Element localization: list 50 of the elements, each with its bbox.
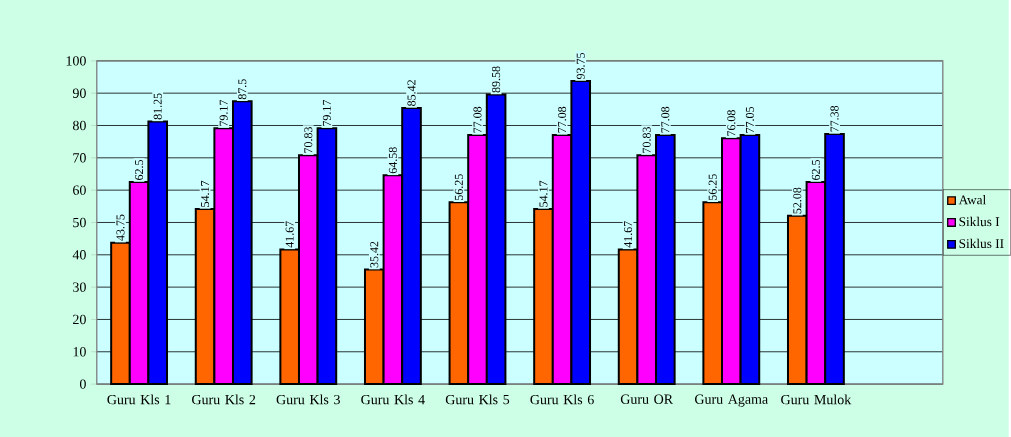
legend-label: Siklus II	[959, 238, 1004, 249]
x-tick-label: Guru Mulok	[781, 394, 852, 405]
data-label: 52.08	[793, 187, 802, 214]
data-label: 77.08	[558, 106, 567, 133]
data-label: 79.17	[219, 100, 228, 126]
x-tick-label: Guru Kls 5	[445, 394, 510, 405]
y-tick-label: 30	[73, 282, 86, 292]
y-tick-label: 0	[79, 379, 86, 389]
data-label: 54.17	[201, 180, 210, 207]
data-label: 41.67	[285, 221, 294, 248]
data-label: 89.58	[492, 66, 501, 93]
x-tick-label: Guru Kls 6	[530, 394, 594, 405]
legend-label: Awal	[958, 195, 986, 205]
data-label: 79.17	[322, 100, 331, 126]
y-tick-label: 60	[73, 185, 86, 195]
x-tick-label: Guru Kls 2	[192, 394, 256, 405]
y-tick-label: 90	[72, 88, 86, 98]
data-label: 70.83	[642, 127, 651, 153]
data-label: 62.5	[811, 159, 820, 180]
data-label: 77.05	[745, 106, 754, 133]
x-tick-label: Guru Kls 3	[276, 394, 340, 405]
x-tick-label: Guru OR	[620, 394, 674, 404]
x-tick-label: Guru Kls 1	[107, 394, 171, 405]
x-tick-label: Guru Agama	[695, 394, 768, 407]
data-label: 85.42	[407, 80, 416, 106]
y-tick-label: 20	[73, 314, 86, 325]
y-tick-label: 40	[72, 250, 86, 260]
data-label: 41.67	[624, 221, 633, 248]
data-label: 76.08	[727, 110, 736, 136]
y-tick-label: 80	[72, 120, 86, 131]
data-label: 81.25	[153, 93, 162, 120]
data-label: 62.5	[135, 159, 144, 180]
data-label: 77.38	[830, 105, 839, 132]
y-tick-label: 10	[73, 347, 86, 357]
x-tick-label: Guru Kls 4	[361, 394, 425, 405]
data-label: 35.42	[370, 241, 379, 268]
data-label: 93.75	[576, 52, 585, 80]
data-label: 43.75	[116, 214, 125, 241]
data-label: 56.25	[708, 174, 717, 200]
data-label: 56.25	[454, 174, 463, 200]
data-label: 54.17	[539, 180, 548, 207]
data-label: 70.83	[304, 127, 313, 153]
y-tick-label: 100	[66, 56, 86, 66]
data-label: 64.58	[388, 147, 397, 174]
y-tick-label: 50	[73, 217, 86, 228]
data-label: 87.5	[238, 79, 247, 100]
data-label: 77.08	[661, 106, 670, 133]
data-label: 77.08	[473, 106, 482, 133]
y-tick-label: 70	[73, 153, 86, 163]
legend-label: Siklus I	[959, 216, 1000, 227]
